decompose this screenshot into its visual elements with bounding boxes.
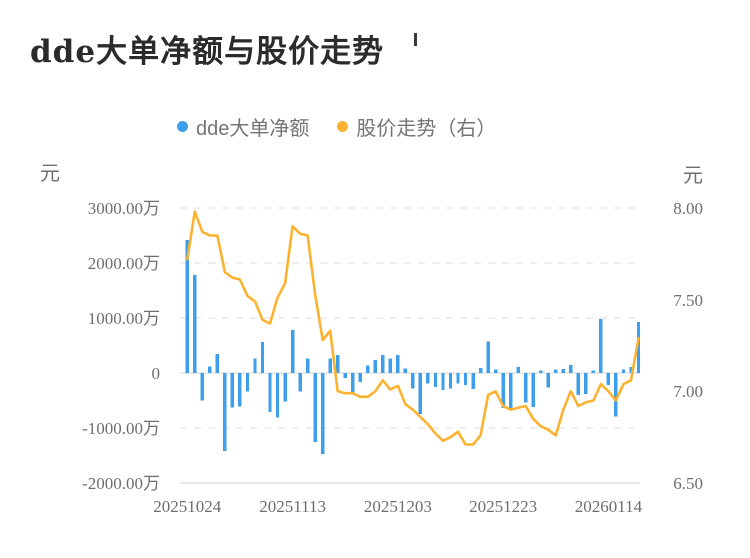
dde-net-bar [584, 373, 588, 394]
left-axis-tick-label: 1000.00万 [87, 309, 160, 328]
dde-net-bar [253, 358, 257, 373]
dde-net-bar [185, 239, 189, 373]
dde-net-bar [614, 373, 618, 417]
dde-net-bar [298, 373, 302, 392]
x-axis-tick-label: 20251203 [363, 497, 432, 516]
dde-net-bar [193, 275, 197, 373]
dde-net-bar [321, 373, 325, 454]
dde-net-bar [456, 373, 460, 384]
right-axis-tick-label: 7.50 [673, 290, 703, 310]
dde-net-bar [230, 373, 235, 408]
title-cursor-mark [414, 33, 417, 46]
dde-net-bar [418, 373, 423, 414]
left-axis-tick-label: 3000.00万 [87, 199, 160, 218]
dde-net-bar [478, 368, 483, 373]
right-axis-tick-label: 6.50 [673, 474, 703, 493]
dde-net-bar [396, 354, 400, 373]
dde-net-bar [448, 373, 453, 389]
dde-net-bar [366, 365, 370, 373]
dde-net-bar [516, 367, 520, 373]
dde-net-bar [509, 373, 513, 411]
dde-net-bar [336, 354, 340, 373]
dde-net-bar [275, 373, 280, 418]
dde-net-bar [343, 373, 347, 379]
x-axis-tick-label: 20251024 [153, 497, 222, 516]
left-axis-tick-label: -2000.00万 [82, 474, 160, 493]
page-title: dde大单净额与股价走势 [30, 34, 385, 70]
dde-net-bar [328, 358, 332, 373]
dde-net-bar [629, 367, 633, 373]
dde-net-bar [599, 319, 603, 373]
dde-net-bar [381, 354, 385, 373]
legend-dot-blue-icon [177, 121, 188, 132]
right-axis-unit: 元 [683, 165, 703, 187]
dde-net-bar [591, 370, 596, 373]
dde-net-bar [313, 373, 317, 442]
dde-net-bar [223, 373, 227, 451]
dde-net-bar [606, 373, 611, 386]
dde-net-bar [268, 373, 272, 412]
dde-net-bar [486, 341, 490, 373]
right-axis-tick-label: 7.00 [673, 382, 703, 402]
legend-item-price-trend[interactable]: 股价走势（右） [337, 112, 496, 141]
dde-net-bar [531, 373, 535, 408]
dde-net-bar [403, 368, 408, 373]
dde-net-bar [546, 373, 550, 388]
dde-net-bar [305, 358, 310, 373]
x-axis-tick-label: 20260114 [574, 497, 643, 516]
dde-net-bar [463, 373, 468, 385]
price-trend-line [186, 210, 640, 446]
dde-net-bar [441, 373, 445, 391]
dde-net-bar [561, 368, 565, 373]
dde-net-bar [524, 373, 528, 403]
dde-net-bar [373, 359, 377, 373]
dde-net-bar [539, 370, 543, 373]
dde-net-bar [433, 373, 438, 387]
dde-net-bar [208, 366, 212, 373]
dde-net-bar [501, 373, 505, 409]
x-axis-tick-label: 20251113 [259, 497, 326, 516]
dde-net-bar [260, 342, 265, 373]
dde-net-bar [200, 373, 204, 401]
dde-net-bar [358, 373, 362, 382]
dde-net-bar [636, 321, 641, 373]
dde-net-bar [471, 373, 475, 390]
dde-net-bar [215, 354, 220, 373]
dde-net-bar [351, 373, 355, 394]
dde-net-bar [426, 373, 430, 384]
left-axis-tick-label: 0 [151, 364, 161, 383]
right-axis-tick-label: 8.00 [673, 199, 703, 218]
legend-item-dde-net[interactable]: dde大单净额 [177, 112, 309, 141]
legend-dot-yellow-icon [337, 121, 349, 132]
legend-label: 股价走势（右） [356, 118, 497, 140]
dde-net-bar [493, 369, 498, 373]
left-axis-unit: 元 [40, 163, 60, 185]
legend: dde大单净额 股价走势（右） [177, 112, 496, 141]
dde-net-bar [290, 330, 295, 373]
dde-net-bar [554, 369, 558, 373]
dde-net-bar [245, 373, 250, 392]
dde-net-bar [388, 358, 392, 373]
left-axis-tick-label: -1000.00万 [82, 419, 160, 438]
dde-net-bar [238, 373, 242, 407]
legend-label: dde大单净额 [196, 118, 310, 140]
left-axis-tick-label: 2000.00万 [87, 254, 160, 273]
dde-net-bar [411, 373, 415, 389]
dde-net-bar [283, 373, 287, 402]
dde-net-bar [621, 369, 626, 373]
dde-net-bar [569, 365, 573, 373]
x-axis-tick-label: 20251223 [469, 497, 538, 516]
dde-net-bar [576, 373, 580, 395]
